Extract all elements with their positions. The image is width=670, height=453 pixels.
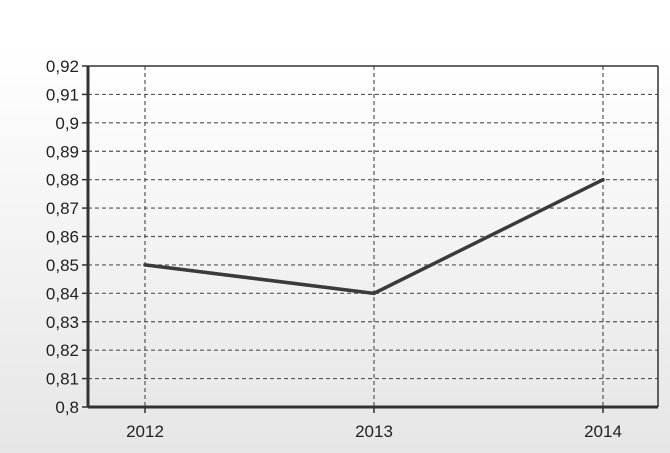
- y-axis-ticks: 0,92 0,91 0,9 0,89 0,88 0,87 0,86 0,85 0,84 0,83 0…: [46, 57, 88, 417]
- y-tick-label: 0,83: [46, 313, 79, 332]
- x-tick-label: 2014: [584, 422, 622, 441]
- y-tick-label: 0,86: [46, 228, 79, 247]
- x-axis-ticks: 2012 2013 2014: [126, 407, 622, 441]
- y-tick-label: 0,9: [55, 114, 79, 133]
- data-point: [372, 291, 376, 295]
- x-tick-label: 2013: [355, 422, 393, 441]
- y-tick-label: 0,92: [46, 57, 79, 76]
- y-tick-label: 0,84: [46, 284, 79, 303]
- y-tick-label: 0,85: [46, 256, 79, 275]
- y-tick-label: 0,82: [46, 341, 79, 360]
- y-tick-label: 0,89: [46, 142, 79, 161]
- grid: [88, 66, 658, 407]
- x-tick-label: 2012: [126, 422, 164, 441]
- data-point: [143, 263, 147, 267]
- y-tick-label: 0,91: [46, 85, 79, 104]
- y-tick-label: 0,87: [46, 199, 79, 218]
- y-tick-label: 0,81: [46, 370, 79, 389]
- y-tick-label: 0,88: [46, 171, 79, 190]
- series: [143, 177, 605, 296]
- y-tick-label: 0,8: [55, 398, 79, 417]
- data-point: [601, 178, 605, 182]
